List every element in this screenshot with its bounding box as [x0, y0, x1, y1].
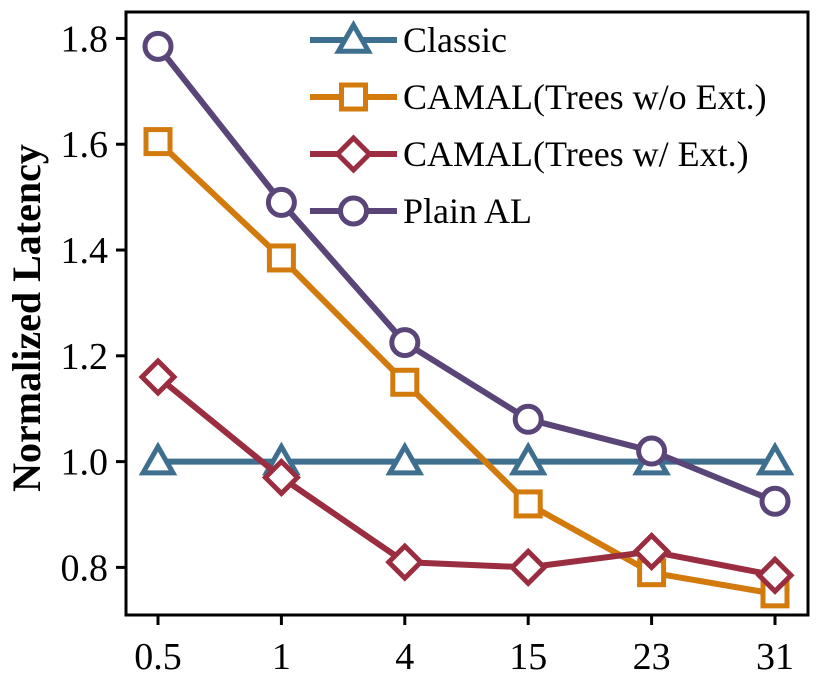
triangle-marker — [385, 441, 425, 476]
legend-label: CAMAL(Trees w/o Ext.) — [403, 77, 767, 117]
legend-item: CAMAL(Trees w/ Ext.) — [310, 134, 749, 174]
x-tick-label: 15 — [509, 636, 547, 678]
x-tick-label: 23 — [633, 636, 671, 678]
series-layer — [138, 30, 795, 609]
diamond-marker — [138, 357, 178, 397]
x-tick-label: 1 — [272, 636, 291, 678]
legend-item: Plain AL — [310, 191, 532, 231]
x-tick-label: 4 — [395, 636, 414, 678]
y-tick-label: 0.8 — [61, 547, 109, 589]
circle-marker — [512, 403, 544, 435]
legend-diamond-marker — [333, 134, 374, 174]
x-axis: 0.5 1 4 15 23 31 — [134, 615, 794, 678]
y-axis: 0.8 1.0 1.2 1.4 1.6 1.8 — [61, 18, 126, 589]
square-marker — [513, 489, 543, 519]
triangle-marker — [755, 441, 795, 476]
legend-label: CAMAL(Trees w/ Ext.) — [403, 134, 749, 174]
series-diamond — [138, 357, 795, 595]
diamond-marker — [632, 531, 672, 572]
square-marker — [266, 243, 296, 273]
x-tick-label: 31 — [756, 636, 794, 678]
legend-triangle-marker — [334, 19, 373, 54]
legend-item: Classic — [310, 19, 507, 60]
triangle-marker — [508, 441, 548, 476]
y-tick-label: 1.6 — [61, 124, 109, 166]
plot-area — [124, 10, 810, 617]
diamond-marker — [755, 555, 795, 595]
y-tick-label: 1.4 — [61, 230, 109, 272]
y-tick-label: 1.2 — [61, 336, 109, 378]
diamond-marker — [385, 542, 425, 582]
circle-marker — [636, 435, 668, 467]
circle-marker — [389, 327, 421, 359]
diamond-marker — [261, 457, 301, 498]
series-line — [155, 139, 776, 597]
series-line — [156, 374, 776, 579]
square-marker — [390, 367, 420, 397]
legend-item: CAMAL(Trees w/o Ext.) — [310, 77, 767, 117]
series-line — [155, 44, 777, 505]
triangle-marker — [138, 441, 178, 476]
x-tick-label: 0.5 — [134, 636, 182, 678]
series-circle — [142, 30, 791, 517]
diamond-marker — [508, 547, 548, 587]
circle-marker — [759, 485, 791, 517]
legend-square-marker — [339, 82, 368, 112]
square-marker — [143, 127, 173, 157]
y-tick-label: 1.8 — [61, 18, 109, 60]
circle-marker — [142, 30, 174, 62]
legend-circle-marker — [338, 195, 369, 227]
circle-marker — [265, 186, 297, 218]
y-tick-label: 1.0 — [61, 442, 109, 484]
plot-frame — [124, 10, 810, 617]
legend: Classic CAMAL(Trees w/o Ext.) CAMAL(Trees … — [310, 19, 767, 231]
legend-label: Plain AL — [403, 191, 532, 231]
y-axis-label: Normalized Latency — [4, 144, 49, 492]
legend-label: Classic — [403, 20, 507, 60]
